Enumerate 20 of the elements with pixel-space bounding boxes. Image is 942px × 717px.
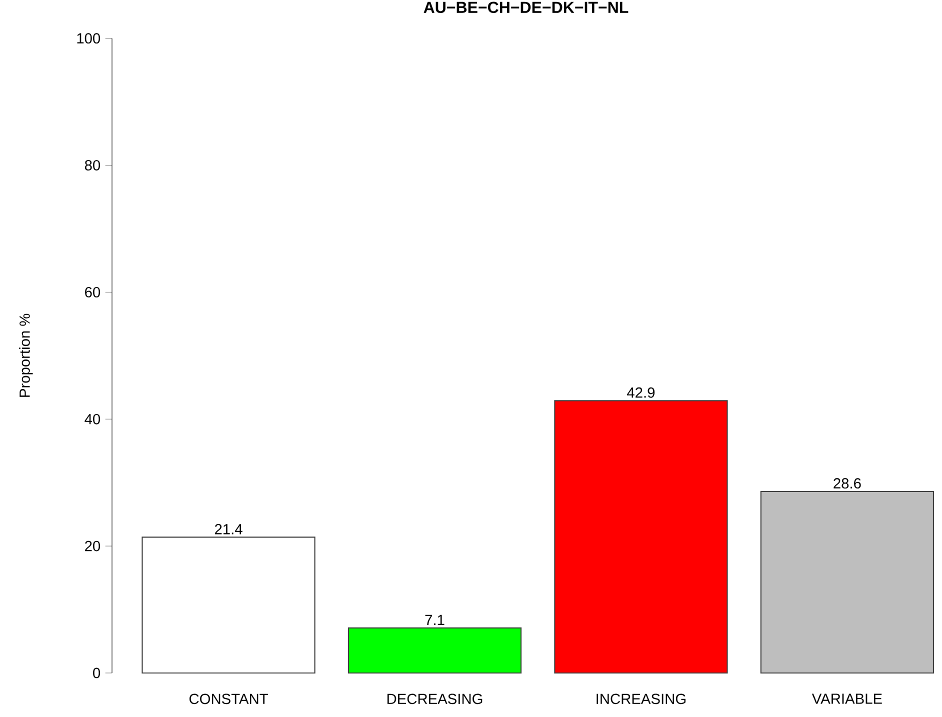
y-tick-label: 80 <box>84 160 100 170</box>
y-tick-label: 20 <box>85 540 100 552</box>
y-tick-label: 40 <box>84 414 100 424</box>
x-tick-label: VARIABLE <box>812 694 882 704</box>
x-tick-label: DECREASING <box>387 694 482 704</box>
bar <box>554 400 728 674</box>
x-tick-label: CONSTANT <box>189 694 268 704</box>
data-label: 7.1 <box>425 614 444 625</box>
data-label: 42.9 <box>627 387 655 398</box>
data-label: 21.4 <box>214 524 242 534</box>
chart-title: AU−BE−CH−DE−DK−IT−NL <box>424 2 628 14</box>
y-tick-label: 0 <box>93 668 100 678</box>
y-tick-label: 100 <box>77 33 100 44</box>
x-tick-label: INCREASING <box>596 694 686 704</box>
bar <box>142 536 316 674</box>
y-axis-title: Proportion % <box>19 314 33 397</box>
data-label: 28.6 <box>834 478 861 489</box>
bar <box>760 490 934 674</box>
y-tick-label: 60 <box>85 287 100 298</box>
bar <box>348 627 522 674</box>
